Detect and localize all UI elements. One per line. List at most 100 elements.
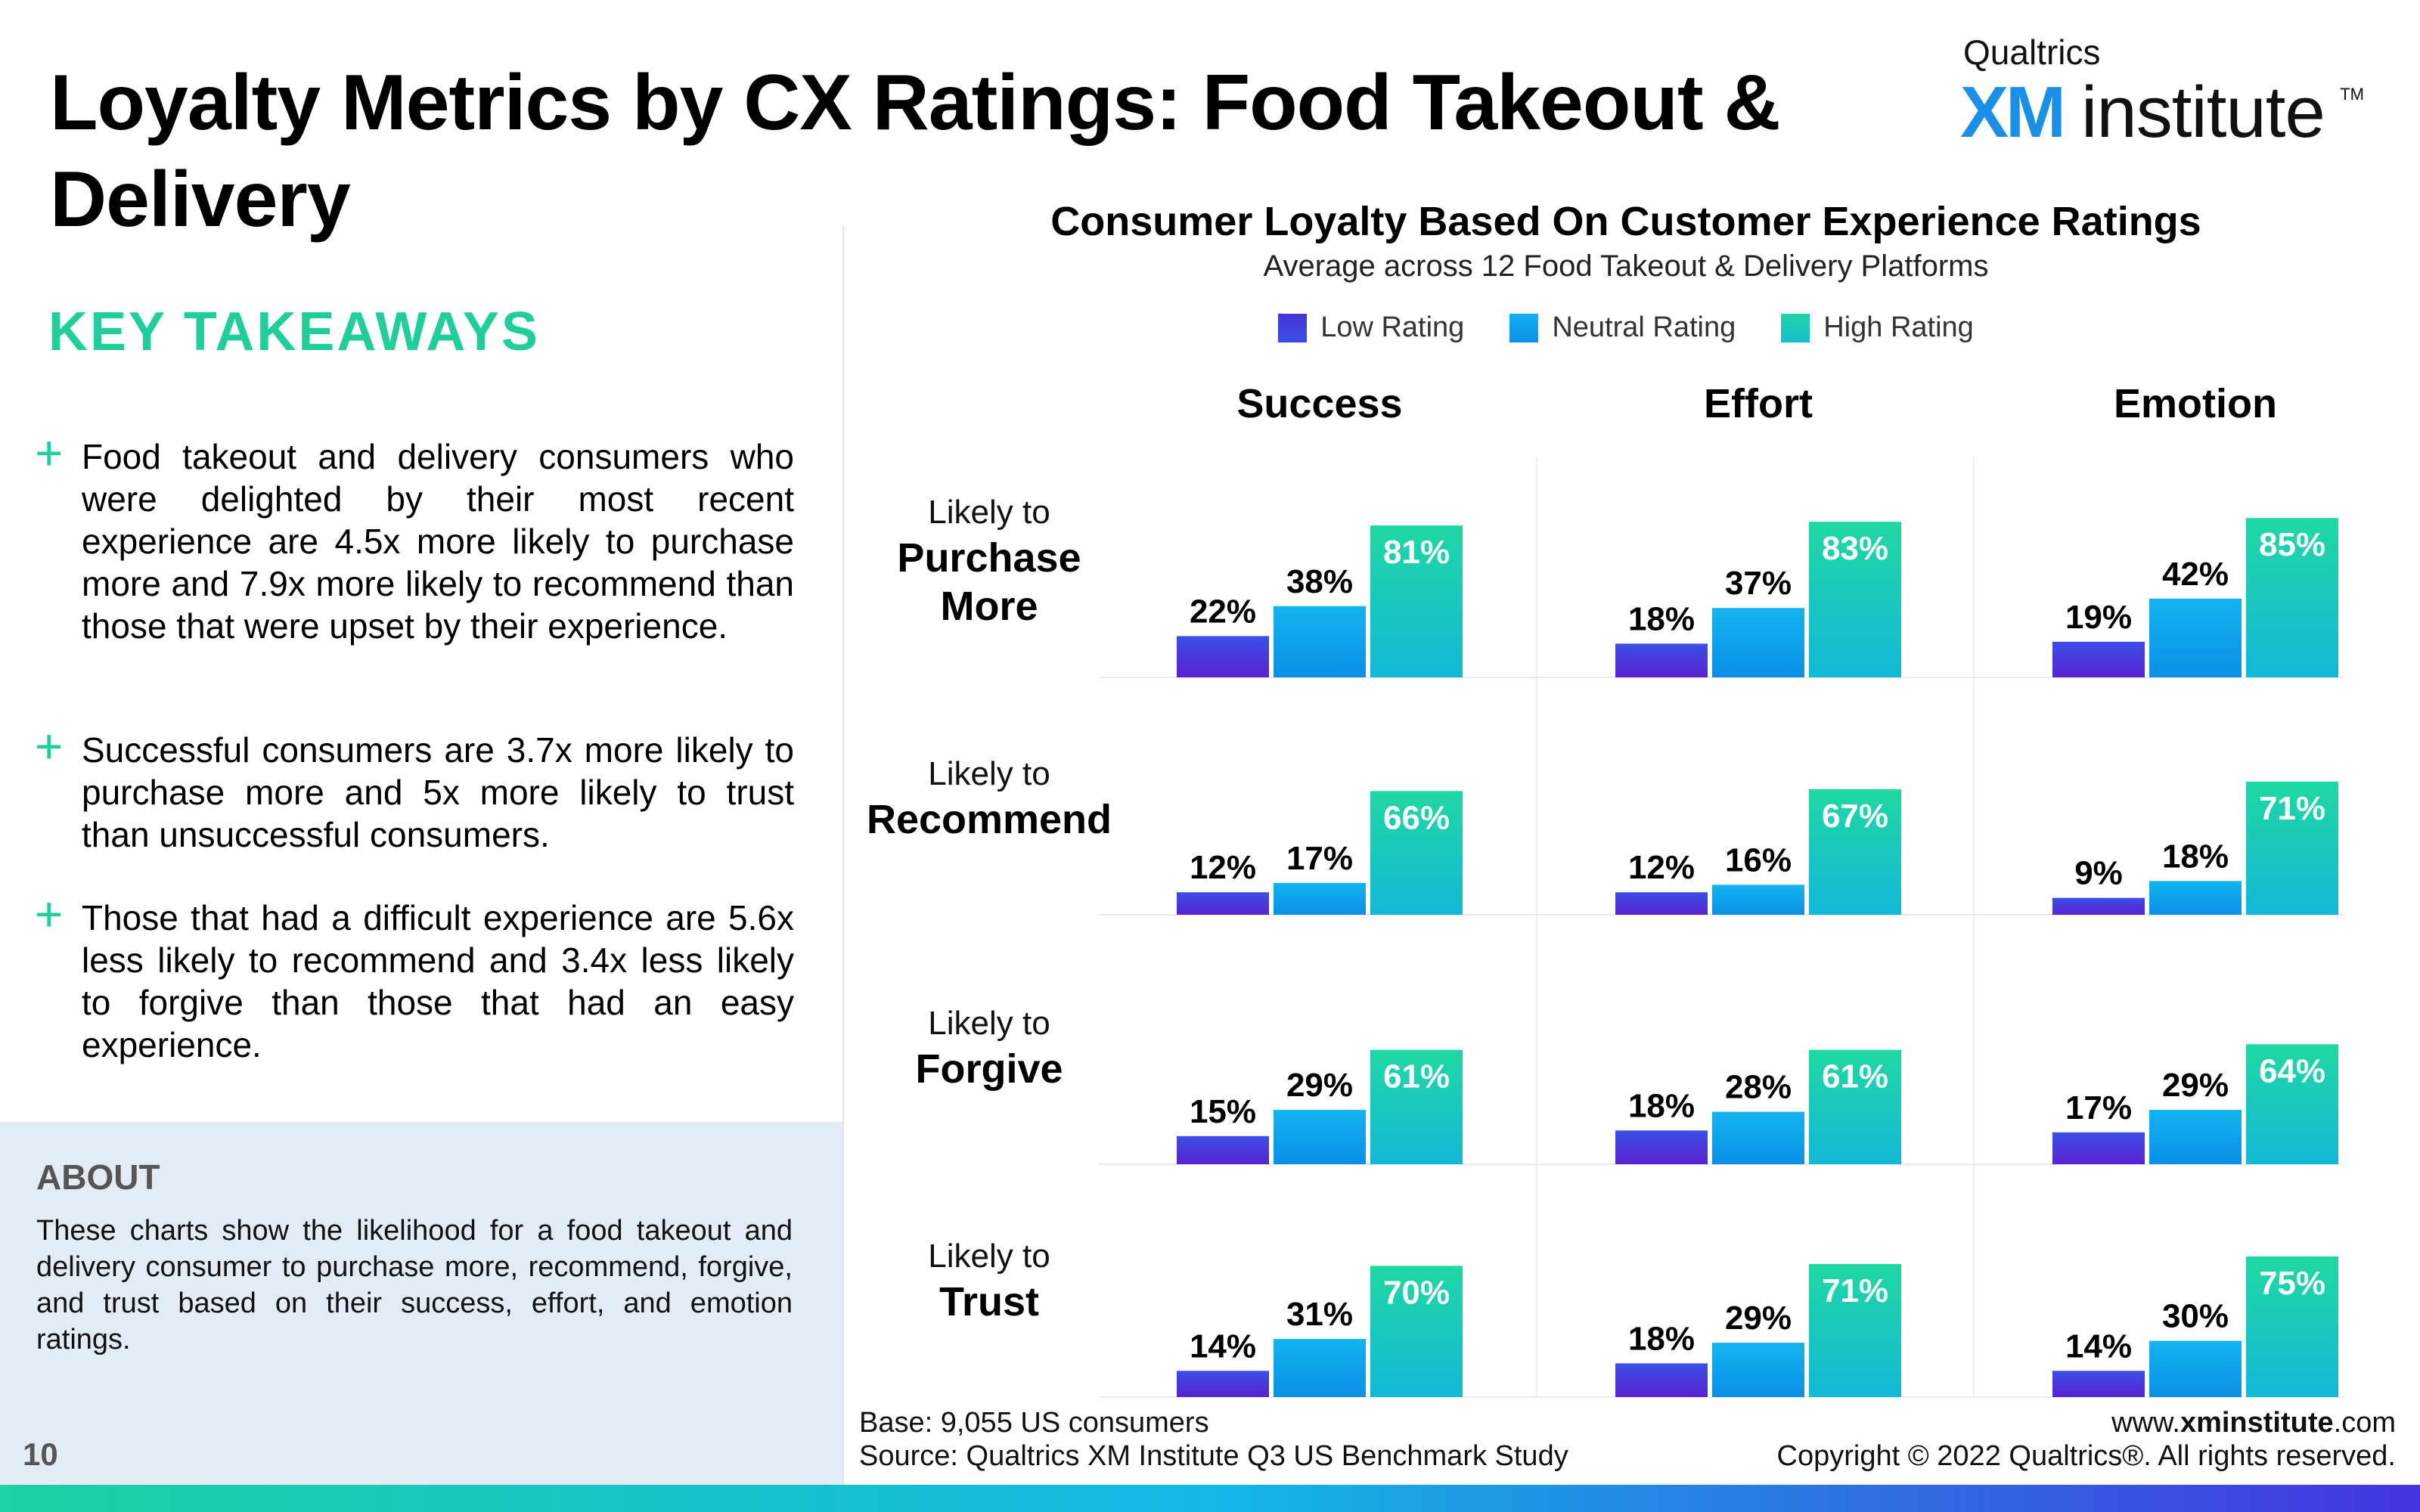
data-label-low: 12% <box>1190 849 1256 886</box>
data-label-high: 61% <box>1383 1058 1450 1095</box>
bar-low <box>1177 892 1269 915</box>
key-takeaways-heading: KEY TAKEAWAYS <box>48 302 540 362</box>
row-label-prefix: Likely to <box>928 1238 1050 1275</box>
bar-neutral <box>1712 608 1804 677</box>
legend-label-low: Low Rating <box>1320 311 1465 343</box>
bar-high <box>2246 1044 2338 1164</box>
plus-icon: + <box>35 719 64 773</box>
data-label-neutral: 29% <box>1286 1067 1353 1104</box>
data-label-neutral: 17% <box>1286 840 1353 877</box>
column-header-emotion: Emotion <box>2114 381 2277 426</box>
chart-title: Consumer Loyalty Based On Customer Exper… <box>1050 199 2201 244</box>
bar-neutral <box>1274 606 1366 677</box>
bar-high <box>1809 1263 1901 1397</box>
source-note: Source: Qualtrics XM Institute Q3 US Ben… <box>859 1440 1568 1472</box>
data-label-neutral: 42% <box>2162 556 2229 593</box>
bar-low <box>1615 1363 1708 1397</box>
bar-high <box>1370 1266 1463 1397</box>
website-bold: xminstitute <box>2180 1407 2334 1439</box>
base-note: Base: 9,055 US consumers <box>859 1407 1209 1439</box>
takeaway-item: + Those that had a difficult experience … <box>35 887 794 1066</box>
data-label-neutral: 38% <box>1286 563 1353 600</box>
row-label-metric: Forgive <box>915 1046 1063 1092</box>
row-label-prefix: Likely to <box>928 755 1050 792</box>
takeaway-text: Food takeout and delivery consumers who … <box>82 437 794 646</box>
plus-icon: + <box>35 887 64 941</box>
data-label-low: 18% <box>1628 1087 1695 1124</box>
data-label-high: 81% <box>1383 534 1450 571</box>
row-label-metric: Purchase <box>897 535 1081 581</box>
logo-brand-text: Qualtrics <box>1963 33 2101 72</box>
takeaway-item: + Successful consumers are 3.7x more lik… <box>35 719 794 856</box>
data-label-low: 14% <box>2065 1328 2132 1365</box>
data-label-high: 83% <box>1822 530 1888 567</box>
data-label-low: 12% <box>1628 849 1695 886</box>
legend-label-neutral: Neutral Rating <box>1552 311 1736 343</box>
data-label-low: 18% <box>1628 600 1695 637</box>
row-label-metric: Trust <box>939 1279 1039 1325</box>
data-label-neutral: 30% <box>2162 1298 2229 1335</box>
legend-item-high: High Rating <box>1781 311 1974 344</box>
website-prefix: www. <box>2111 1407 2180 1439</box>
bar-high <box>1370 791 1463 915</box>
legend-label-high: High Rating <box>1823 311 1974 343</box>
about-heading: ABOUT <box>36 1157 160 1197</box>
takeaway-text: Successful consumers are 3.7x more likel… <box>82 730 794 854</box>
bar-high <box>2246 518 2338 677</box>
bar-low <box>2052 1132 2145 1164</box>
data-label-neutral: 16% <box>1725 841 1792 878</box>
bar-high <box>1370 525 1463 677</box>
chart-subtitle: Average across 12 Food Takeout & Deliver… <box>1263 249 1989 283</box>
bar-high <box>2246 1256 2338 1397</box>
legend-swatch-high <box>1781 313 1810 342</box>
bar-high <box>1370 1049 1463 1164</box>
website-link[interactable]: www.xminstitute.com <box>2111 1406 2396 1439</box>
bar-low <box>2052 897 2145 915</box>
data-label-neutral: 29% <box>2162 1067 2229 1104</box>
data-label-low: 9% <box>2074 855 2123 892</box>
vertical-divider <box>842 225 844 1488</box>
legend-item-neutral: Neutral Rating <box>1509 311 1736 344</box>
data-label-low: 22% <box>1190 593 1256 630</box>
data-label-high: 70% <box>1383 1274 1450 1311</box>
data-label-neutral: 37% <box>1725 565 1792 602</box>
bar-low <box>1177 1136 1269 1164</box>
bar-high <box>1809 522 1901 677</box>
logo-institute-text: institute <box>2081 72 2325 153</box>
column-header-success: Success <box>1236 381 1402 426</box>
data-label-low: 18% <box>1628 1320 1695 1357</box>
bar-low <box>1615 643 1708 677</box>
bar-high <box>2246 781 2338 915</box>
bar-neutral <box>1712 1111 1804 1164</box>
data-label-low: 14% <box>1190 1328 1256 1365</box>
logo-tm-text: TM <box>2340 85 2364 104</box>
data-label-neutral: 31% <box>1286 1296 1353 1333</box>
bar-neutral <box>2149 1110 2242 1164</box>
bar-neutral <box>2149 881 2242 915</box>
bar-low <box>1177 636 1269 677</box>
bar-low <box>2052 1371 2145 1397</box>
copyright-text: Copyright © 2022 Qualtrics®. All rights … <box>1776 1440 2396 1472</box>
legend-swatch-low <box>1278 313 1308 342</box>
page-number: 10 <box>23 1436 58 1472</box>
website-suffix: .com <box>2333 1407 2396 1439</box>
data-label-high: 64% <box>2259 1052 2325 1089</box>
row-label-prefix: Likely to <box>928 494 1050 531</box>
data-label-neutral: 28% <box>1725 1069 1792 1106</box>
data-label-high: 85% <box>2259 526 2325 563</box>
bar-low <box>1615 892 1708 915</box>
data-label-high: 66% <box>1383 799 1450 836</box>
bar-neutral <box>1712 1343 1804 1397</box>
bar-neutral <box>1712 885 1804 915</box>
takeaway-item: + Food takeout and delivery consumers wh… <box>35 426 794 647</box>
data-label-neutral: 18% <box>2162 838 2229 875</box>
chart-legend: Low Rating Neutral Rating High Rating <box>870 311 2382 344</box>
plus-icon: + <box>35 426 64 480</box>
legend-swatch-neutral <box>1509 313 1539 342</box>
bar-high <box>1809 1049 1901 1164</box>
data-label-high: 67% <box>1822 798 1888 835</box>
bar-high <box>1809 789 1901 915</box>
bar-neutral <box>2149 598 2242 677</box>
page-title: Loyalty Metrics by CX Ratings: Food Take… <box>50 59 1781 243</box>
